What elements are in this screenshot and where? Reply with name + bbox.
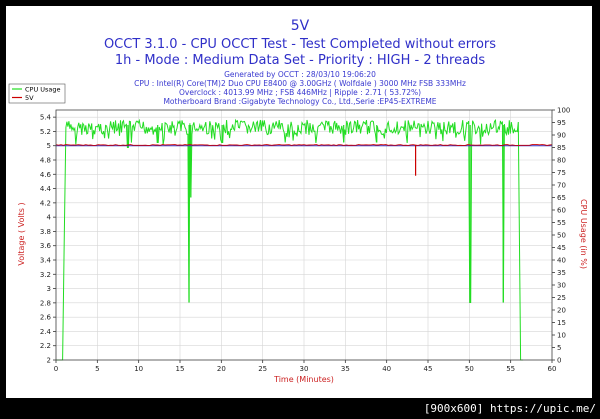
y-tick-label-right: 50 [557,232,566,240]
y-tick-label-right: 75 [557,169,566,177]
info-line-4: Motherboard Brand :Gigabyte Technology C… [163,97,436,106]
x-tick-label: 45 [424,365,433,373]
x-tick-label: 20 [217,365,226,373]
legend-box [8,83,66,104]
y-tick-label-left: 5 [47,142,51,150]
info-line-3: Overclock : 4013.99 MHz ; FSB 446MHz | R… [179,88,421,97]
y-tick-label-left: 3.6 [40,242,52,250]
x-tick-label: 35 [341,365,350,373]
x-tick-label: 15 [176,365,185,373]
x-tick-label: 40 [382,365,391,373]
legend-label-5v: 5V [25,94,34,102]
plot-border [55,109,553,361]
chart-svg: 0 5 10 15 20 25 30 35 40 45 50 55 6022.22.42.62.833.… [8,18,588,384]
y-tick-label-right: 0 [557,357,561,365]
legend: CPU Usage 5V [8,83,66,104]
x-tick-label: 10 [134,365,143,373]
y-tick-label-left: 2.4 [40,328,52,336]
y-tick-label-right: 30 [557,282,566,290]
x-tick-label: 55 [506,365,515,373]
y-tick-label-left: 5.2 [40,128,51,136]
y-axis-label-right: CPU Usage (in %) [579,199,588,269]
x-tick-label: 25 [258,365,267,373]
y-tick-label-left: 4.4 [40,185,52,193]
y-tick-label-right: 85 [557,144,566,152]
footer-text: [900x600] https://upic.me/ [423,402,596,415]
y-tick-label-left: 2.2 [40,342,51,350]
y-tick-label-left: 4.6 [40,171,52,179]
series-layer [55,118,553,361]
legend-label-cpu-usage: CPU Usage [25,86,61,94]
y-tick-label-left: 3.4 [40,257,52,265]
y-tick-label-left: 3.2 [40,271,51,279]
y-tick-label-right: 20 [557,307,566,315]
axes: 0 5 10 15 20 25 30 35 40 45 50 55 6022.22.42.62.833.… [40,107,571,374]
y-tick-label-left: 4 [47,214,52,222]
y-tick-label-left: 5.4 [40,114,52,122]
y-tick-label-left: 4.2 [40,199,51,207]
info-line-2: CPU : Intel(R) Core(TM)2 Duo CPU E8400 @… [134,79,466,88]
y-tick-label-right: 60 [557,207,566,215]
chart-title: 5V [291,18,310,34]
grid [55,110,553,361]
y-tick-label-left: 2.6 [40,314,52,322]
y-tick-label-right: 65 [557,194,566,202]
x-tick-label: 50 [465,365,474,373]
y-tick-label-left: 3 [47,285,51,293]
info-line-1: Generated by OCCT : 28/03/10 19:06:20 [224,70,376,79]
series-line-cpu-usage [56,118,524,361]
y-tick-label-right: 40 [557,257,566,265]
y-tick-label-right: 90 [557,132,566,140]
y-tick-label-right: 100 [557,107,570,115]
series-line-5v [55,144,553,146]
y-tick-label-right: 10 [557,332,566,340]
y-tick-label-right: 95 [557,119,566,127]
text-layer: 5V OCCT 3.1.0 - CPU OCCT Test - Test Com… [17,18,588,384]
chart-subtitle-2: 1h - Mode : Medium Data Set - Priority :… [115,53,485,68]
y-tick-label-right: 70 [557,182,566,190]
y-tick-label-right: 45 [557,244,566,252]
y-tick-label-right: 80 [557,157,566,165]
y-tick-label-left: 2.8 [40,299,51,307]
x-tick-label: 60 [548,365,557,373]
y-axis-label-left: Voltage ( Volts ) [17,202,26,265]
footer-bar: [900x600] https://upic.me/ [0,399,600,419]
y-tick-label-right: 5 [557,344,561,352]
x-axis-label: Time (Minutes) [273,375,334,384]
chart-subtitle-1: OCCT 3.1.0 - CPU OCCT Test - Test Comple… [104,37,496,52]
x-tick-label: 0 [54,365,58,373]
y-tick-label-right: 35 [557,269,566,277]
y-tick-label-right: 25 [557,294,566,302]
y-tick-label-left: 2 [47,357,51,365]
y-tick-label-left: 3.8 [40,228,51,236]
y-tick-label-left: 4.8 [40,157,51,165]
y-tick-label-right: 15 [557,319,566,327]
x-tick-label: 5 [95,365,99,373]
x-tick-label: 30 [300,365,309,373]
y-tick-label-right: 55 [557,219,566,227]
